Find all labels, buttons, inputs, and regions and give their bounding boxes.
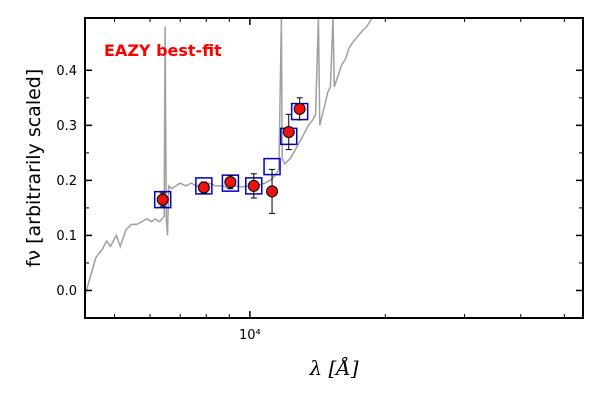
observed-flux-point: [266, 185, 279, 198]
observed-flux-point: [293, 102, 306, 115]
observed-flux-point: [282, 125, 295, 138]
y-tick-label: 0.1: [56, 229, 77, 244]
plot-clip-group: [85, 18, 373, 297]
model-flux-box: [195, 177, 213, 195]
y-tick-label: 0.3: [56, 119, 77, 134]
plot-area: [85, 18, 373, 297]
y-tick-label: 0.2: [56, 174, 77, 189]
y-axis-label: fν [arbitrarily scaled]: [23, 69, 45, 268]
observed-flux-point: [197, 181, 210, 194]
model-flux-box: [153, 190, 172, 209]
y-tick-label: 0.0: [56, 284, 77, 299]
annotation-label: EAZY best-fit: [104, 41, 222, 60]
observed-flux-point: [224, 176, 237, 189]
y-tick-label: 0.4: [56, 64, 77, 79]
observed-flux-point: [247, 179, 260, 192]
x-tick-label: 10⁴: [239, 328, 261, 343]
observed-flux-point: [156, 193, 169, 206]
plot-frame: [84, 17, 584, 319]
x-axis-label: λ [Å]: [308, 355, 358, 380]
axes: 0.0 0.1 0.2 0.3 0.4 10⁴: [56, 18, 583, 343]
